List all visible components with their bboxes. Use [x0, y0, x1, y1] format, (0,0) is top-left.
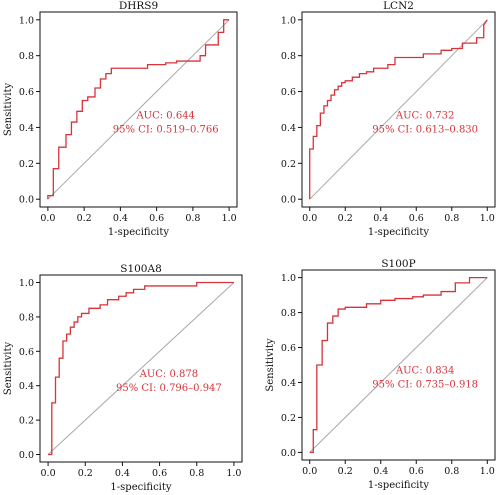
x-tick-label: 0.6 [149, 213, 164, 224]
x-tick-label: 0.6 [409, 213, 424, 224]
x-axis-label: 1-specificity [110, 482, 171, 493]
x-tick-label: 0.2 [77, 213, 92, 224]
plot-frame [301, 269, 496, 461]
y-tick-label: 1.0 [281, 273, 296, 284]
x-tick-label: 0.6 [409, 466, 424, 477]
y-tick-label: 0.0 [281, 195, 296, 206]
roc-panel-2: 0.0 0.2 0.4 0.6 0.8 1.0 0.0 0.2 0.4 0.6 0.8 1.0 S100… [3, 263, 243, 493]
y-tick-label: 0.4 [281, 123, 296, 134]
x-axis-label: 1-specificity [368, 227, 429, 238]
ci-annotation: 95% CI: 0.519–0.766 [113, 124, 219, 135]
roc-panel-1: 0.0 0.2 0.4 0.6 0.8 1.0 0.0 0.2 0.4 0.6 0.8 1.0 LCN2… [281, 0, 496, 238]
y-tick-label: 0.0 [19, 195, 34, 206]
y-tick-label: 1.0 [19, 278, 34, 289]
y-tick-label: 1.0 [19, 15, 34, 26]
auc-annotation: AUC: 0.644 [135, 110, 194, 121]
panel-title: LCN2 [383, 0, 414, 12]
roc-curve [309, 276, 488, 454]
auc-annotation: AUC: 0.834 [395, 366, 454, 377]
ci-annotation: 95% CI: 0.613–0.830 [372, 124, 478, 135]
reference-diagonal [309, 19, 488, 200]
y-tick-label: 0.6 [281, 87, 296, 98]
x-tick-label: 0.4 [373, 466, 388, 477]
roc-curve [47, 19, 230, 200]
plot-frame [39, 11, 238, 208]
x-axis-label: 1-specificity [108, 227, 169, 238]
panel-title: S100A8 [120, 263, 162, 275]
y-tick-label: 0.6 [19, 87, 34, 98]
plot-frame [39, 274, 243, 463]
y-tick-label: 0.8 [19, 51, 34, 62]
y-tick-label: 0.0 [19, 450, 34, 461]
y-tick-label: 0.4 [19, 123, 34, 134]
y-tick-label: 0.0 [281, 448, 296, 459]
y-axis-label: Sensitivity [265, 338, 276, 392]
x-tick-label: 0.0 [41, 468, 56, 479]
x-tick-label: 0.4 [113, 213, 128, 224]
x-tick-label: 0.2 [78, 468, 93, 479]
x-tick-label: 0.4 [115, 468, 130, 479]
y-tick-label: 0.6 [281, 343, 296, 354]
y-tick-label: 0.2 [281, 413, 296, 424]
x-tick-label: 0.0 [302, 466, 317, 477]
roc-curve [48, 281, 234, 456]
x-tick-label: 0.8 [444, 466, 459, 477]
x-tick-label: 0.2 [338, 213, 353, 224]
roc-panel-3: 0.0 0.2 0.4 0.6 0.8 1.0 0.0 0.2 0.4 0.6 0.8 1.0 S100… [265, 258, 496, 491]
x-axis-label: 1-specificity [368, 480, 429, 491]
x-tick-label: 0.8 [185, 213, 200, 224]
roc-curve [309, 19, 488, 200]
y-tick-label: 0.2 [281, 159, 296, 170]
x-tick-label: 0.2 [338, 466, 353, 477]
x-tick-label: 0.8 [444, 213, 459, 224]
panel-title: DHRS9 [119, 0, 158, 12]
y-tick-label: 1.0 [281, 15, 296, 26]
x-tick-label: 0.4 [373, 213, 388, 224]
y-axis-label: Sensitivity [3, 83, 14, 137]
auc-annotation: AUC: 0.878 [139, 369, 198, 380]
auc-annotation: AUC: 0.732 [395, 110, 454, 121]
y-tick-label: 0.8 [19, 312, 34, 323]
ci-annotation: 95% CI: 0.796–0.947 [116, 383, 222, 394]
reference-diagonal [47, 19, 230, 200]
reference-diagonal [47, 282, 235, 455]
y-tick-label: 0.8 [281, 308, 296, 319]
x-tick-label: 1.0 [480, 213, 495, 224]
x-tick-label: 1.0 [480, 466, 495, 477]
ci-annotation: 95% CI: 0.735–0.918 [372, 380, 478, 391]
y-tick-label: 0.4 [281, 378, 296, 389]
y-tick-label: 0.8 [281, 51, 296, 62]
roc-panel-0: 0.0 0.2 0.4 0.6 0.8 1.0 0.0 0.2 0.4 0.6 0.8 1.0 DHRS… [3, 0, 238, 238]
x-tick-label: 1.0 [222, 213, 237, 224]
plot-frame [301, 11, 496, 208]
panel-title: S100P [381, 258, 415, 270]
x-tick-label: 0.8 [189, 468, 204, 479]
x-tick-label: 0.0 [302, 213, 317, 224]
x-tick-label: 0.0 [40, 213, 55, 224]
y-tick-label: 0.2 [19, 416, 34, 427]
x-tick-label: 1.0 [226, 468, 241, 479]
y-tick-label: 0.6 [19, 347, 34, 358]
reference-diagonal [309, 277, 488, 453]
y-axis-label: Sensitivity [3, 342, 14, 396]
y-tick-label: 0.4 [19, 381, 34, 392]
x-tick-label: 0.6 [152, 468, 167, 479]
y-tick-label: 0.2 [19, 159, 34, 170]
